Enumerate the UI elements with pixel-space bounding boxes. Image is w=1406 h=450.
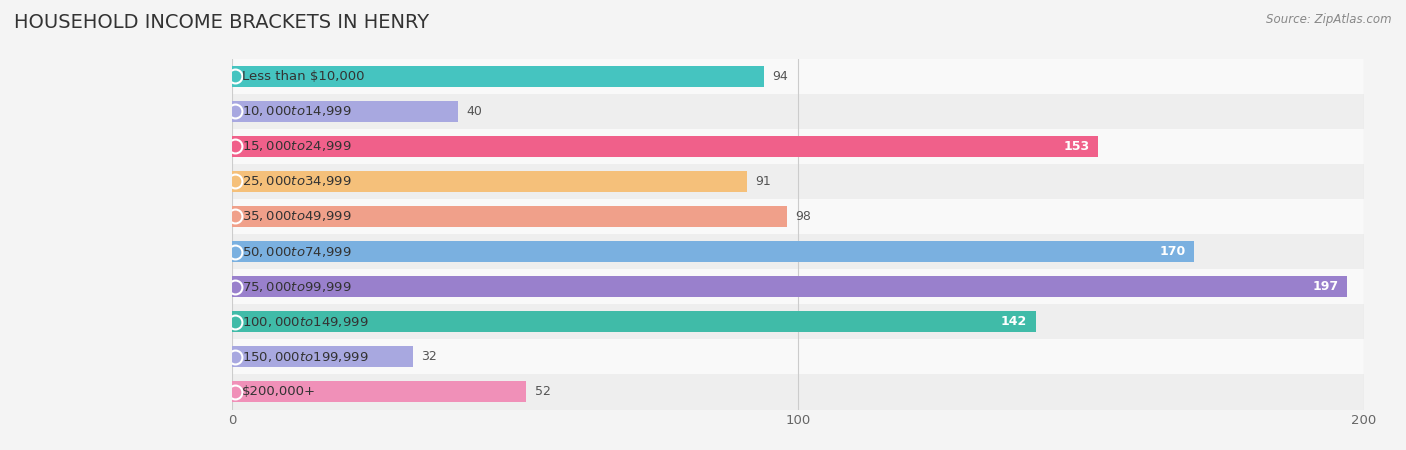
Bar	[0, 234, 1406, 269]
Bar	[0, 374, 1406, 410]
Text: HOUSEHOLD INCOME BRACKETS IN HENRY: HOUSEHOLD INCOME BRACKETS IN HENRY	[14, 14, 429, 32]
Bar	[0, 129, 1406, 164]
Bar	[232, 241, 1194, 262]
Bar	[232, 276, 1347, 297]
Bar	[232, 101, 458, 122]
Text: 142: 142	[1001, 315, 1028, 328]
Text: 170: 170	[1160, 245, 1185, 258]
Text: 40: 40	[467, 105, 482, 117]
Text: $150,000 to $199,999: $150,000 to $199,999	[242, 350, 368, 364]
Text: 94: 94	[772, 70, 789, 82]
Text: $10,000 to $14,999: $10,000 to $14,999	[242, 104, 352, 118]
Bar	[232, 311, 1036, 332]
Text: $15,000 to $24,999: $15,000 to $24,999	[242, 139, 352, 153]
Bar	[232, 66, 763, 86]
Text: $35,000 to $49,999: $35,000 to $49,999	[242, 209, 352, 224]
Bar	[232, 136, 1098, 157]
Text: $25,000 to $34,999: $25,000 to $34,999	[242, 174, 352, 189]
Bar	[0, 164, 1406, 199]
Bar	[0, 304, 1406, 339]
Text: $200,000+: $200,000+	[242, 386, 316, 398]
Bar	[232, 346, 413, 367]
Text: 98: 98	[794, 210, 811, 223]
Text: $50,000 to $74,999: $50,000 to $74,999	[242, 244, 352, 259]
Text: $75,000 to $99,999: $75,000 to $99,999	[242, 279, 352, 294]
Text: Source: ZipAtlas.com: Source: ZipAtlas.com	[1267, 14, 1392, 27]
Bar	[232, 171, 747, 192]
Bar	[0, 339, 1406, 374]
Bar	[0, 94, 1406, 129]
Text: $100,000 to $149,999: $100,000 to $149,999	[242, 315, 368, 329]
Bar	[0, 58, 1406, 94]
Text: 32: 32	[422, 351, 437, 363]
Bar	[0, 199, 1406, 234]
Text: 197: 197	[1312, 280, 1339, 293]
Text: 91: 91	[755, 175, 772, 188]
Text: 153: 153	[1063, 140, 1090, 153]
Bar	[232, 206, 786, 227]
Bar	[0, 269, 1406, 304]
Text: Less than $10,000: Less than $10,000	[242, 70, 364, 82]
Bar	[232, 382, 526, 402]
Text: 52: 52	[534, 386, 551, 398]
